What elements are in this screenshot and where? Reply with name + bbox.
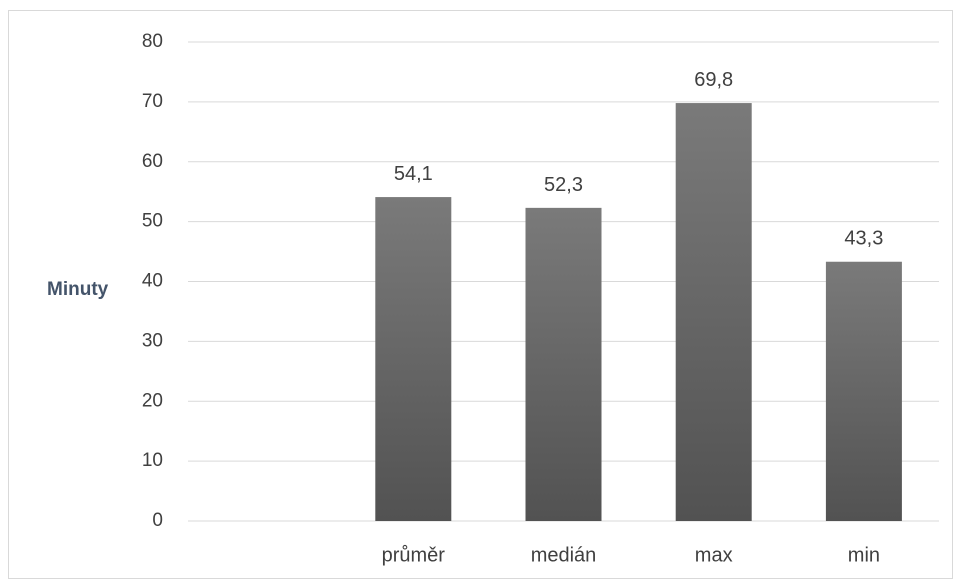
y-tick-label: 80 — [142, 31, 163, 52]
x-category-label: medián — [531, 544, 597, 566]
y-tick-label: 0 — [152, 510, 163, 531]
x-category-label: průměr — [382, 544, 446, 566]
bars — [375, 103, 902, 522]
y-tick-label: 30 — [142, 330, 163, 351]
bar-medián — [525, 207, 602, 521]
bar-průměr — [375, 197, 452, 522]
gridlines — [188, 41, 939, 522]
y-axis-title: Minuty — [47, 279, 109, 300]
data-label-medián: 52,3 — [544, 174, 583, 196]
data-label-min: 43,3 — [844, 228, 883, 250]
x-category-label: max — [695, 544, 733, 566]
x-axis-categories: průměr medián max min — [382, 544, 880, 566]
y-tick-label: 40 — [142, 271, 163, 292]
x-category-label: min — [848, 544, 880, 566]
y-axis-ticks: 0 10 20 30 40 50 60 70 80 — [142, 31, 163, 531]
data-labels: 54,1 52,3 69,8 43,3 — [394, 69, 884, 250]
chart-frame — [8, 10, 953, 579]
bar-max — [675, 103, 752, 521]
data-label-max: 69,8 — [694, 69, 733, 91]
data-label-průměr: 54,1 — [394, 163, 433, 185]
y-tick-label: 50 — [142, 211, 163, 232]
bar-min — [825, 261, 902, 521]
y-tick-label: 20 — [142, 390, 163, 411]
y-tick-label: 70 — [142, 91, 163, 112]
y-tick-label: 10 — [142, 450, 163, 471]
y-tick-label: 60 — [142, 151, 163, 172]
